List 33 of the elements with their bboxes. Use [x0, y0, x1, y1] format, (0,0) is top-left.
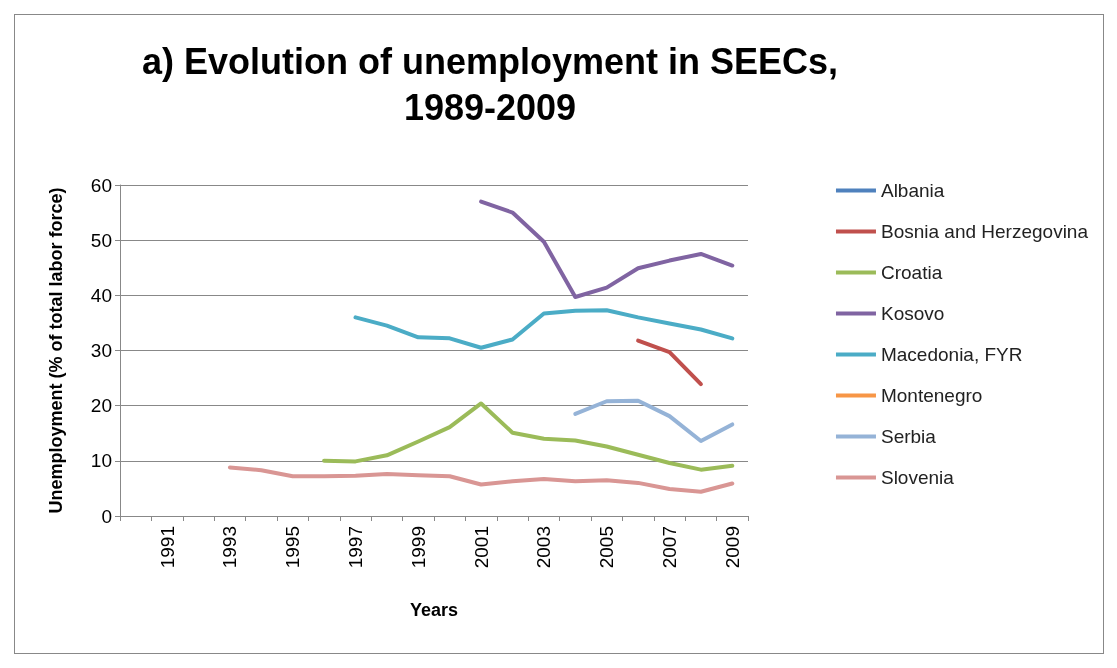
y-tick-label: 10	[90, 450, 112, 472]
legend-label: Croatia	[880, 262, 943, 283]
x-tick-label: 1995	[282, 526, 304, 569]
chart-title: a) Evolution of unemployment in SEECs, 1989-2009	[141, 40, 839, 128]
x-tick-label: 2005	[596, 526, 618, 569]
y-tick-label: 60	[90, 174, 112, 196]
line-series	[479, 199, 735, 299]
x-tick-label: 2007	[659, 526, 680, 569]
x-tick-label: 2001	[470, 526, 492, 569]
y-tick-label: 40	[90, 284, 112, 306]
line-series	[573, 398, 735, 443]
x-tick-label: 1991	[156, 526, 178, 569]
line-series	[322, 401, 735, 472]
x-tick-label: 2009	[721, 526, 743, 569]
x-tick-label: 1999	[407, 526, 429, 569]
x-axis-title: Years	[409, 600, 459, 620]
legend-label: Slovenia	[880, 467, 955, 488]
x-tick-label: 2003	[533, 526, 555, 569]
legend-label: Macedonia, FYR	[880, 344, 1023, 365]
legend-label: Kosovo	[880, 303, 945, 324]
legend-label: Montenegro	[880, 385, 983, 406]
legend-label: Albania	[880, 180, 945, 201]
y-axis-title: Unemployment (% of total labor force)	[46, 187, 66, 514]
y-tick-label: 0	[101, 505, 112, 527]
y-tick-label: 20	[90, 395, 112, 417]
legend-label: Serbia	[880, 426, 937, 447]
line-series	[227, 465, 735, 494]
y-tick-label: 50	[90, 229, 112, 251]
x-tick-label: 1993	[219, 526, 241, 569]
line-series	[353, 308, 735, 350]
legend-label: Bosnia and Herzegovina	[880, 221, 1089, 242]
y-tick-label: 30	[90, 340, 112, 361]
x-tick-label: 1997	[345, 526, 366, 569]
